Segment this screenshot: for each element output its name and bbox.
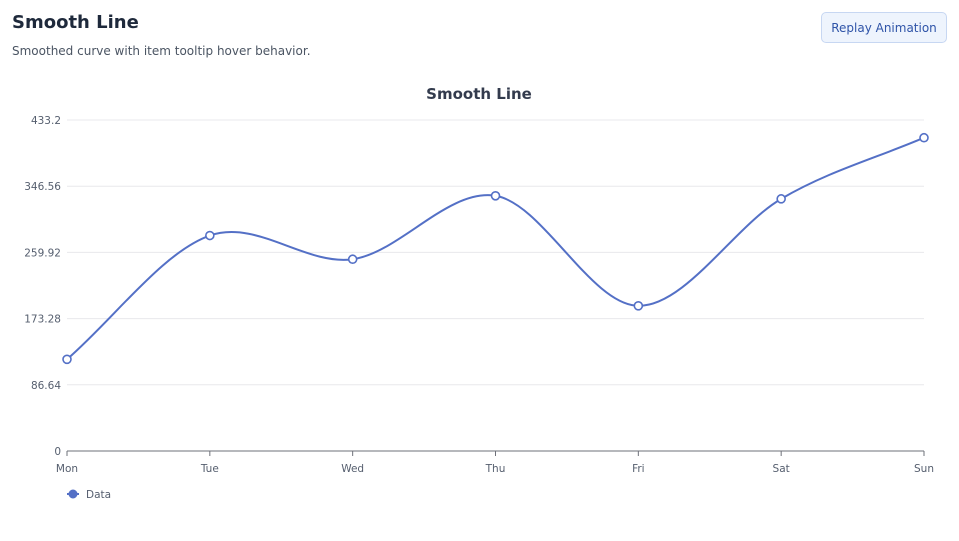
x-tick-label: Fri	[632, 463, 645, 475]
x-tick-label: Tue	[200, 463, 219, 475]
x-tick-label: Wed	[341, 463, 364, 475]
page-title: Smooth Line	[12, 12, 139, 33]
data-point-tue[interactable]	[205, 230, 215, 241]
x-tick-label: Sun	[914, 463, 934, 475]
legend-marker-icon	[68, 489, 78, 499]
data-point-mon[interactable]	[62, 354, 72, 365]
y-tick-label: 346.56	[24, 181, 61, 193]
y-tick-label: 433.2	[31, 115, 61, 127]
data-point-sun[interactable]	[919, 132, 929, 143]
series-line	[66, 136, 925, 361]
x-tick-label: Sat	[773, 463, 790, 475]
replay-animation-button[interactable]: Replay Animation	[821, 12, 947, 43]
x-tick-label: Thu	[485, 463, 506, 475]
data-point-fri[interactable]	[633, 301, 644, 311]
x-tick-label: Mon	[56, 463, 78, 475]
y-tick-label: 259.92	[24, 247, 61, 259]
legend[interactable]: Data	[67, 489, 111, 501]
data-point-thu[interactable]	[490, 190, 501, 201]
y-tick-label: 173.28	[24, 314, 61, 326]
axes: 0 86.64 173.28 259.92 346.56 433.2 Mon Tue Wed Th…	[24, 115, 934, 475]
y-tick-label: 0	[54, 446, 61, 458]
y-tick-label: 86.64	[31, 380, 61, 392]
data-point-sat[interactable]	[776, 194, 786, 204]
chart-title: Smooth Line	[426, 85, 532, 103]
data-point-wed[interactable]	[347, 254, 358, 265]
page-subtitle: Smoothed curve with item tooltip hover b…	[12, 44, 311, 58]
grid-lines	[67, 119, 924, 386]
legend-label[interactable]: Data	[86, 489, 111, 501]
series-data	[62, 132, 929, 365]
